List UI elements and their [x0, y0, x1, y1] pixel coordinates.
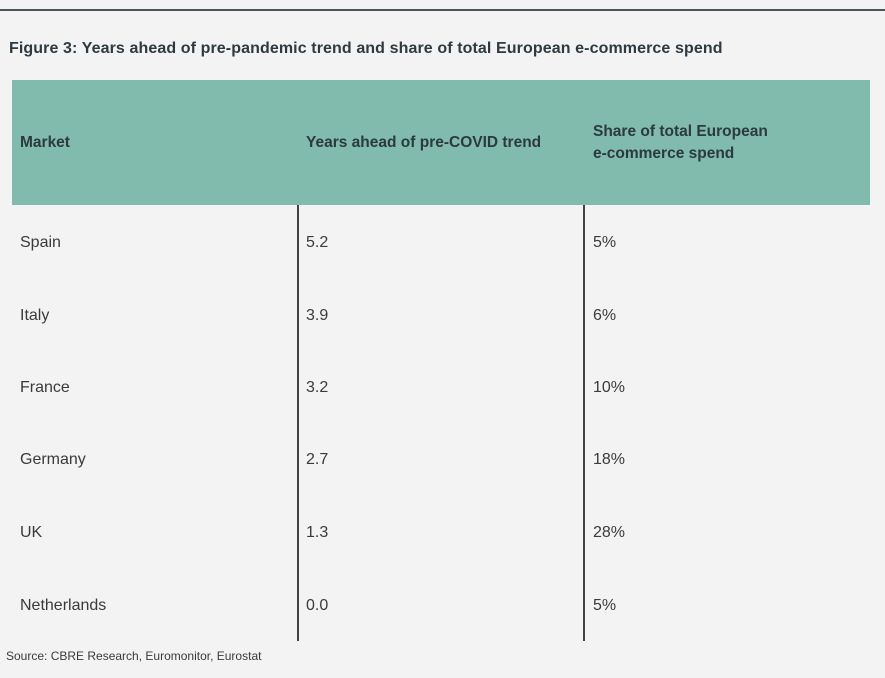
cell-share: 6% [593, 307, 617, 324]
cell-years-ahead: 1.3 [306, 524, 329, 541]
header-share: Share of total European e-commerce spend [593, 80, 823, 205]
cell-share: 18% [593, 451, 626, 468]
cell-market: UK [20, 524, 43, 541]
cell-share: 10% [593, 379, 626, 396]
cell-years-ahead: 3.2 [306, 379, 329, 396]
header-years-ahead-label: Years ahead of pre-COVID trend [306, 133, 542, 151]
header-market-label: Market [20, 133, 70, 151]
header-share-label: Share of total European e-commerce spend [593, 121, 768, 165]
figure-title: Figure 3: Years ahead of pre-pandemic tr… [9, 40, 723, 57]
table-row: Germany 2.7 18% [12, 448, 870, 472]
cell-years-ahead: 0.0 [306, 597, 329, 614]
source-note: Source: CBRE Research, Euromonitor, Euro… [6, 649, 262, 663]
cell-years-ahead: 5.2 [306, 234, 329, 251]
header-years-ahead: Years ahead of pre-COVID trend [306, 80, 586, 205]
table-row: Netherlands 0.0 5% [12, 594, 870, 618]
cell-share: 5% [593, 597, 617, 614]
cell-market: Spain [20, 234, 61, 251]
top-rule [0, 9, 885, 11]
cell-share: 5% [593, 234, 617, 251]
table-row: UK 1.3 28% [12, 521, 870, 545]
header-share-line1: Share of total European [593, 122, 768, 140]
cell-market: France [20, 379, 70, 396]
cell-share: 28% [593, 524, 626, 541]
table-row: Italy 3.9 6% [12, 304, 870, 328]
table-row: France 3.2 10% [12, 376, 870, 400]
cell-market: Netherlands [20, 597, 107, 614]
cell-years-ahead: 2.7 [306, 451, 329, 468]
table-body: Spain 5.2 5% Italy 3.9 6% France 3.2 10%… [12, 205, 870, 641]
cell-market: Italy [20, 307, 50, 324]
column-divider [583, 205, 585, 641]
header-market: Market [20, 80, 290, 205]
data-table: Market Years ahead of pre-COVID trend Sh… [12, 80, 870, 641]
header-share-line2: e-commerce spend [593, 144, 735, 162]
column-divider [297, 205, 299, 641]
table-header: Market Years ahead of pre-COVID trend Sh… [12, 80, 870, 205]
cell-market: Germany [20, 451, 86, 468]
cell-years-ahead: 3.9 [306, 307, 329, 324]
table-row: Spain 5.2 5% [12, 231, 870, 255]
